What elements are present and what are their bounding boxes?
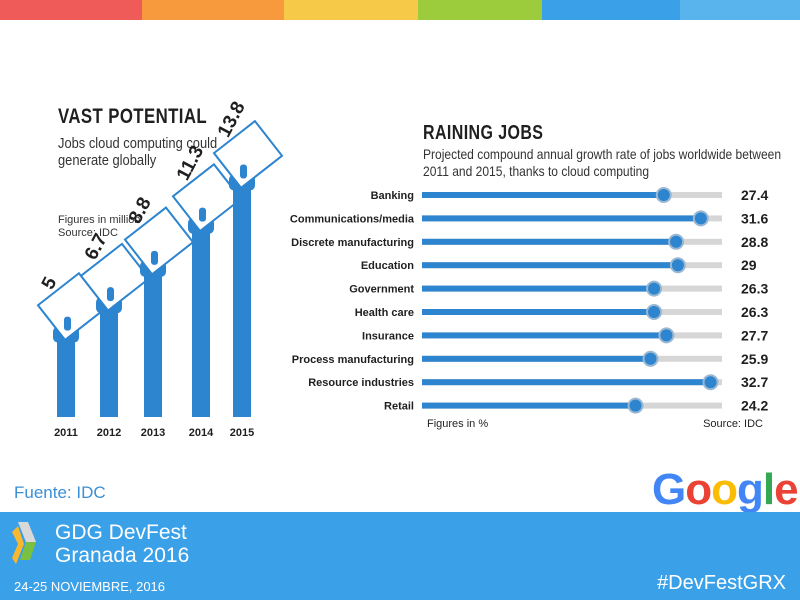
card-2014 [171,162,243,233]
bar-end-dot [642,350,659,367]
bar-Retail [422,402,636,409]
category-label: Resource industries [308,377,414,389]
bar-Communications/media [422,215,701,222]
bar-2011 [57,330,75,417]
bar-end-dot [655,187,672,203]
bar-Discrete manufacturing [422,238,677,245]
value-label: 24.2 [741,398,768,414]
bar-Banking [422,192,664,198]
thumb-icon [240,164,247,179]
value-label: 29 [741,257,757,273]
value-label: 32.7 [741,374,768,390]
year-label: 2015 [230,427,254,439]
bar-2014 [192,221,210,417]
value-label: 27.4 [741,187,768,203]
google-logo-letter: o [711,465,738,514]
google-logo: Google [652,465,799,515]
year-label: 2012 [97,427,121,439]
google-logo-letter: o [685,465,712,514]
figures-note: Figures in million [58,214,141,226]
category-label: Communications/media [290,213,415,225]
color-segment [0,0,142,20]
thumb-icon [64,316,71,331]
year-label: 2011 [54,427,78,439]
bar-end-dot [627,397,644,414]
bar-end-dot [692,210,709,227]
value-label: 26.3 [741,281,768,297]
color-segment [418,0,542,20]
thumb-icon [151,250,158,265]
card-2015 [212,119,284,190]
bar-end-dot [658,327,675,344]
google-logo-letter: G [652,465,686,514]
category-label: Insurance [362,330,414,342]
event-dates: 24-25 NOVIEMBRE, 2016 [14,579,166,594]
google-logo-letter: e [774,465,799,514]
source-note: Source: IDC [58,227,118,239]
bar-Insurance [422,332,667,339]
bar-Government [422,285,655,292]
year-label: 2013 [141,427,165,439]
category-label: Process manufacturing [292,354,414,366]
google-logo-letter: g [737,465,764,514]
event-name: GDG DevFest [55,521,187,544]
event-footer [0,512,800,600]
vast-potential-title: VAST POTENTIAL [58,105,208,128]
value-label: 26.3 [741,304,768,320]
category-label: Education [361,260,414,272]
color-segment [142,0,284,20]
bar-Health care [422,309,655,315]
raining-jobs-title: RAINING JOBS [423,122,544,144]
google-logo-letter: l [762,465,775,514]
color-segment [542,0,680,20]
category-label: Health care [355,307,414,319]
vast-potential-note: Figures in million Source: IDC [58,214,141,240]
top-color-bar [0,0,800,20]
card-2013 [123,206,195,276]
bar-end-dot [669,257,686,274]
event-hashtag: #DevFestGRX [657,572,786,594]
bar-2013 [144,264,162,417]
event-location: Granada 2016 [55,544,190,567]
bar-Education [422,262,678,269]
source-note: Source: IDC [703,418,763,430]
bar-end-dot [702,374,719,391]
bar-Process manufacturing [422,355,651,362]
color-segment [284,0,418,20]
bar-end-dot [646,304,663,320]
bar-Resource industries [422,379,711,386]
category-label: Banking [371,190,414,202]
year-label: 2014 [189,427,214,439]
bar-2012 [100,301,118,417]
bar-end-dot [646,280,663,297]
value-label: 25.9 [741,351,768,367]
figures-in-percent-note: Figures in % [427,418,488,430]
bar-2015 [233,178,251,417]
category-label: Retail [384,401,414,413]
value-label: 28.8 [741,234,768,250]
value-label: 31.6 [741,210,768,226]
source-caption: Fuente: IDC [14,483,106,502]
color-segment [680,0,800,20]
card-2012 [79,242,151,312]
vast-potential-subtitle: Jobs cloud computing could generate glob… [58,135,218,169]
raining-jobs-subtitle: Projected compound annual growth rate of… [423,146,782,179]
thumb-icon [199,207,206,222]
devfest-logo-icon [12,522,36,564]
value-label: 27.7 [741,327,768,343]
category-label: Government [349,284,414,296]
category-label: Discrete manufacturing [291,237,414,249]
bar-end-dot [668,233,685,250]
thumb-icon [107,287,114,302]
